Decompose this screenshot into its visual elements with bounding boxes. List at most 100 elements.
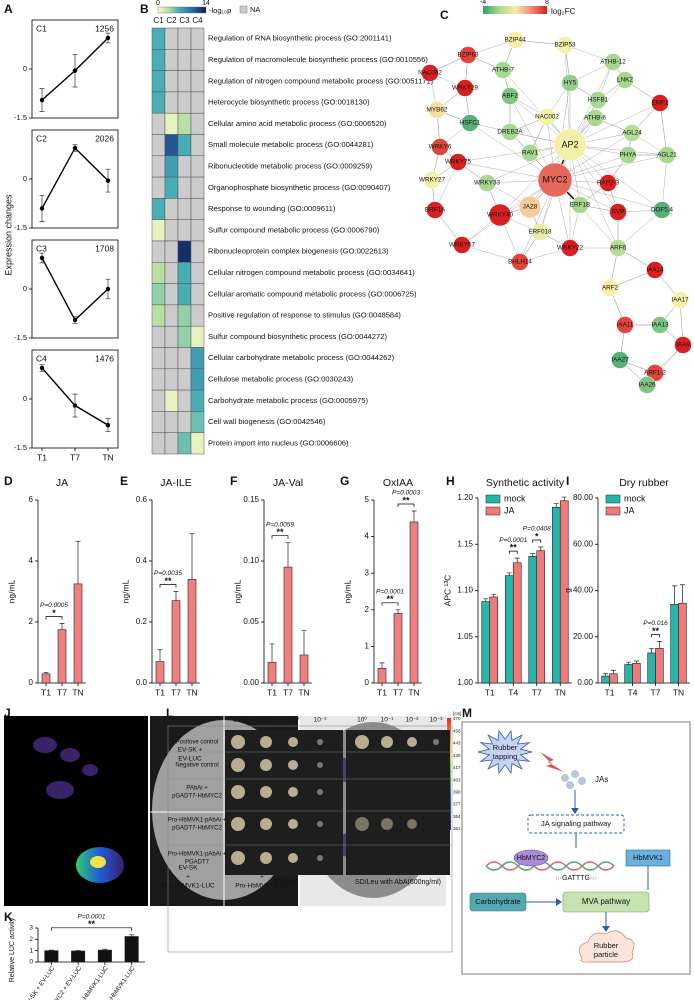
y-tick-label: 0 bbox=[23, 174, 27, 183]
heat-cell bbox=[151, 27, 166, 50]
construct-label: Pro-HbMVK1-LUC bbox=[161, 883, 215, 890]
gene-label: PHYA bbox=[620, 152, 637, 159]
error-bar bbox=[129, 934, 135, 937]
bar bbox=[299, 654, 309, 684]
y-tick-label: 1 bbox=[29, 947, 33, 954]
arrowhead bbox=[602, 926, 610, 932]
gene-label: NAC062 bbox=[418, 70, 442, 77]
heat-cell bbox=[151, 155, 166, 178]
gene-node bbox=[506, 31, 524, 49]
row-label: pGADT7-HbMYC2 bbox=[172, 826, 222, 832]
y-axis-label: Relative LUC activity bbox=[9, 917, 16, 982]
point bbox=[105, 422, 111, 428]
gene-label: BZIP63 bbox=[458, 52, 479, 59]
heat-cell bbox=[164, 70, 179, 93]
cluster-count: 1476 bbox=[95, 353, 114, 363]
gene-label: RAV1 bbox=[522, 150, 538, 157]
heat-cell bbox=[177, 389, 192, 412]
bar bbox=[647, 652, 656, 684]
heat-cell bbox=[177, 176, 192, 199]
gene-node bbox=[561, 74, 579, 92]
row-label: Heterocycle biosynthetic process (GO:001… bbox=[208, 98, 370, 107]
gene-node bbox=[431, 138, 449, 156]
p-value: P=0.016 bbox=[643, 620, 668, 627]
error-bar bbox=[173, 591, 179, 601]
y-tick-label: 0 bbox=[365, 678, 370, 687]
gene-label: IAA26 bbox=[638, 382, 656, 389]
heat-cell bbox=[164, 411, 179, 433]
colorbar-tick-label: 8 bbox=[545, 0, 549, 6]
gene-label: ATHB-6 bbox=[584, 115, 606, 122]
gene-label: DOF5.4 bbox=[651, 207, 674, 214]
edge bbox=[569, 144, 619, 249]
y-tick-label: -1.5 bbox=[14, 223, 27, 232]
y-tick-label: 0.00 bbox=[577, 678, 593, 687]
x-tick-label: T4 bbox=[628, 687, 638, 697]
heat-cell bbox=[190, 368, 205, 391]
significance-bracket bbox=[381, 602, 399, 606]
row-label: Cell wall biogenesis (GO:0042546) bbox=[208, 417, 326, 426]
y-tick-label: 2 bbox=[365, 605, 370, 614]
bar bbox=[536, 550, 546, 684]
edge bbox=[554, 179, 663, 211]
x-tick-label: T7 bbox=[651, 687, 661, 697]
x-tick-label: TN bbox=[72, 687, 83, 697]
colony bbox=[288, 853, 298, 863]
x-tick-label: TN bbox=[555, 687, 566, 697]
x-tick-label: TN bbox=[298, 687, 309, 697]
row-label: PGADT7 bbox=[185, 860, 210, 866]
colorbar-unit: [cts] bbox=[453, 711, 461, 716]
row-label: Sulfur compound biosynthetic process (GO… bbox=[208, 332, 387, 341]
colony bbox=[381, 818, 393, 830]
error-bar bbox=[633, 660, 639, 664]
heat-cell bbox=[177, 432, 192, 455]
error-bar bbox=[189, 533, 195, 580]
product-label: particle bbox=[594, 950, 618, 959]
edge bbox=[461, 244, 521, 263]
colony bbox=[231, 817, 245, 831]
row-label: Protein import into nucleus (GO:0006606) bbox=[208, 438, 349, 447]
bar bbox=[393, 613, 403, 684]
colony bbox=[231, 735, 245, 749]
image-dark bbox=[4, 716, 148, 906]
gene-node bbox=[518, 195, 542, 219]
p-value: P=0.0005 bbox=[40, 602, 68, 609]
gene-label: WRKY27 bbox=[419, 177, 445, 184]
y-tick-label: 0.4 bbox=[136, 556, 148, 565]
significance-bracket bbox=[51, 927, 132, 931]
legend-label: JA bbox=[504, 505, 515, 515]
heat-cell bbox=[151, 49, 166, 71]
motif-label: ···GATTTG··· bbox=[555, 875, 597, 882]
bar bbox=[377, 668, 387, 684]
burst bbox=[477, 729, 533, 775]
error-bar bbox=[553, 503, 559, 508]
x-tick-label: T1 bbox=[37, 452, 47, 462]
gene-node bbox=[501, 123, 519, 141]
heat-cell bbox=[151, 176, 166, 199]
panel-letter: B bbox=[140, 2, 149, 16]
gene-node bbox=[531, 223, 549, 241]
error-bar bbox=[301, 630, 307, 655]
error-bar bbox=[491, 593, 497, 597]
significance-stars: * bbox=[535, 531, 539, 541]
x-tick-label: T7 bbox=[171, 687, 181, 697]
gene-node bbox=[478, 174, 496, 192]
error-bar bbox=[514, 557, 520, 563]
significance-stars: ** bbox=[164, 576, 172, 586]
colorbar-tick-label: 430 bbox=[453, 753, 461, 758]
gene-node bbox=[561, 239, 579, 257]
panel-letter: G bbox=[340, 474, 349, 488]
colorbar-tick-label: 417 bbox=[453, 765, 461, 770]
pathway-label: JA signaling pathway bbox=[541, 819, 611, 828]
y-tick-label: 1.05 bbox=[457, 632, 473, 641]
point bbox=[105, 35, 111, 41]
significance-stars: ** bbox=[402, 495, 410, 505]
y-tick-label: 20.00 bbox=[573, 632, 594, 641]
heat-cell bbox=[190, 27, 205, 50]
bar bbox=[632, 663, 641, 684]
construct-label: EV-SK bbox=[178, 865, 198, 872]
heat-cell bbox=[190, 411, 205, 433]
bar bbox=[678, 602, 687, 684]
gene-label: NAC002 bbox=[535, 114, 559, 121]
row-label: Cellular aromatic compound metabolic pro… bbox=[208, 289, 417, 298]
